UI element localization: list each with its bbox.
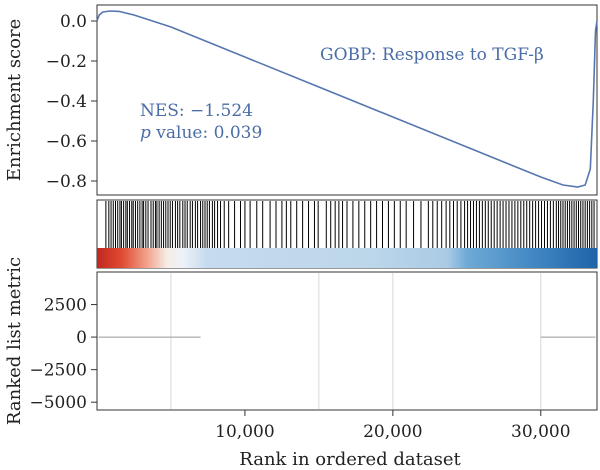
hit-barcode [105,201,595,248]
metric-y-axis: 2500 0 −2500 −5000 [29,296,97,413]
es-y-axis: 0.0 −0.2 −0.4 −0.6 −0.8 [46,12,97,192]
ranking-heatbar [97,248,597,268]
gene-set-label: GOBP: Response to TGF-β [320,45,544,65]
pvalue-symbol: p [140,123,151,143]
es-axis-title: Enrichment score [4,19,25,181]
metric-axis-title: Ranked list metric [4,257,25,425]
metric-panel-frame [96,271,598,411]
es-y-tick-label: −0.8 [46,172,87,192]
es-panel-frame [96,4,598,196]
x-axis: 10,000 20,000 30,000 [215,410,571,442]
pvalue-text: value: 0.039 [151,123,262,143]
pvalue-label: p value: 0.039 [140,123,262,143]
nes-label: NES: −1.524 [140,101,253,121]
x-axis-title: Rank in ordered dataset [239,449,461,470]
es-y-tick-label: −0.6 [46,132,87,152]
metric-y-tick-label: 0 [76,328,87,348]
es-y-tick-label: −0.4 [46,92,87,112]
x-tick-label: 30,000 [511,422,570,442]
x-tick-label: 10,000 [215,422,274,442]
x-tick-label: 20,000 [363,422,422,442]
metric-y-tick-label: −2500 [29,361,87,381]
metric-y-tick-label: −5000 [29,393,87,413]
es-y-tick-label: 0.0 [60,12,87,32]
es-y-tick-label: −0.2 [46,52,87,72]
es-curve [96,10,598,188]
metric-gridlines [170,273,542,409]
metric-y-tick-label: 2500 [44,296,87,316]
